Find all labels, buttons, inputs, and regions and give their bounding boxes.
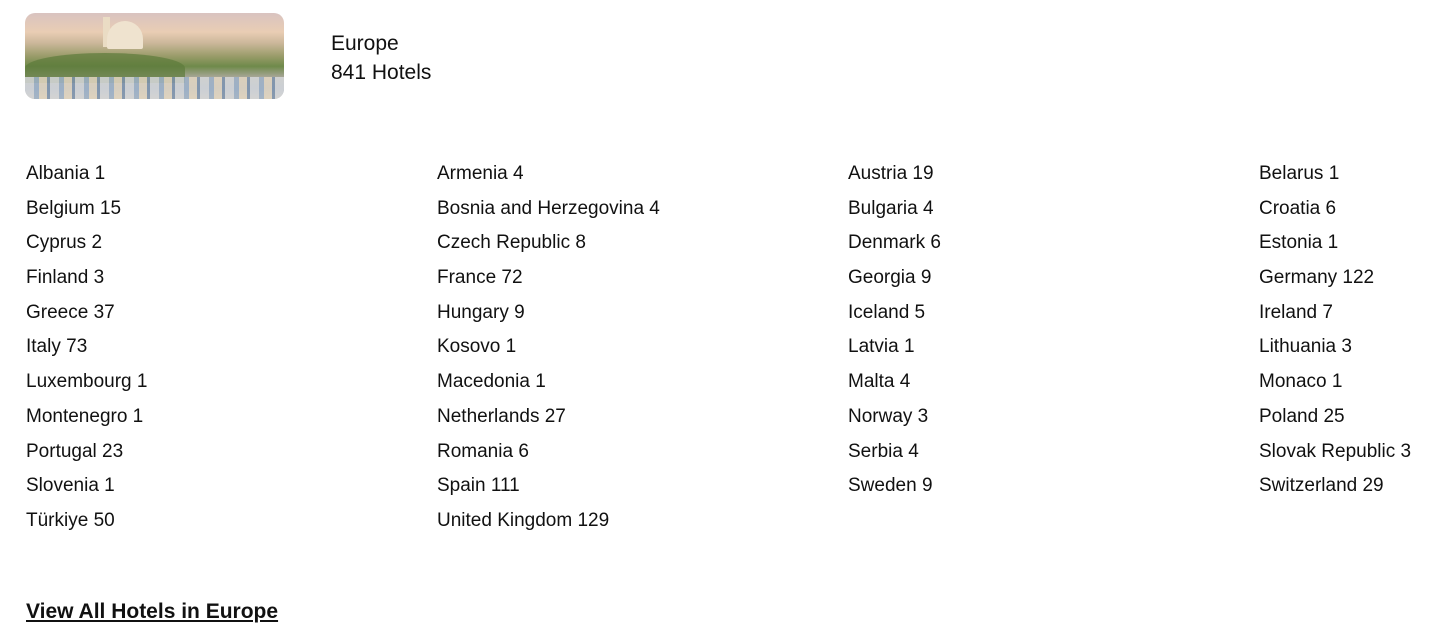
hotel-count: 841 Hotels — [331, 61, 432, 84]
country-link[interactable]: Bulgaria 4 — [848, 197, 934, 219]
region-name: Europe — [331, 32, 399, 55]
country-link[interactable]: Armenia 4 — [437, 163, 524, 184]
country-link[interactable]: Latvia 1 — [848, 336, 915, 358]
country-link[interactable]: Denmark 6 — [848, 232, 941, 254]
country-link[interactable]: Serbia 4 — [848, 440, 919, 462]
country-link[interactable]: Croatia 6 — [1259, 197, 1337, 219]
country-link[interactable]: Spain 111 — [437, 475, 520, 497]
region-header: Europe 841 Hotels — [331, 29, 431, 87]
country-link[interactable]: Austria 19 — [848, 163, 934, 184]
country-link[interactable]: France 72 — [437, 267, 523, 289]
image-city — [25, 77, 284, 99]
country-link[interactable]: Greece 37 — [26, 301, 115, 323]
view-all-hotels-link[interactable]: View All Hotels in Europe — [26, 600, 279, 623]
country-link[interactable]: Norway 3 — [848, 405, 929, 427]
country-link[interactable]: Romania 6 — [437, 440, 529, 462]
country-link[interactable]: Italy 73 — [26, 336, 88, 358]
region-image — [25, 13, 284, 99]
country-link[interactable]: United Kingdom 129 — [437, 509, 610, 531]
country-link[interactable]: Hungary 9 — [437, 301, 525, 323]
country-link[interactable]: Estonia 1 — [1259, 232, 1339, 254]
country-link[interactable]: Kosovo 1 — [437, 336, 517, 358]
country-link[interactable]: Netherlands 27 — [437, 405, 566, 427]
country-link[interactable]: Montenegro 1 — [26, 405, 144, 427]
country-list: Albania 1 Armenia 4 Austria 19 Belarus 1 Bel… — [26, 157, 1439, 539]
country-link[interactable]: Poland 25 — [1259, 405, 1345, 427]
country-link[interactable]: Albania 1 — [26, 163, 106, 184]
country-link[interactable]: Türkiye 50 — [26, 509, 115, 531]
country-link[interactable]: Sweden 9 — [848, 475, 933, 497]
image-tower — [103, 17, 110, 47]
country-link[interactable]: Macedonia 1 — [437, 371, 546, 393]
image-dome — [107, 21, 143, 49]
country-link[interactable]: Iceland 5 — [848, 301, 926, 323]
country-link[interactable]: Finland 3 — [26, 267, 105, 289]
country-link[interactable]: Luxembourg 1 — [26, 371, 148, 393]
country-link[interactable]: Bosnia and Herzegovina 4 — [437, 197, 660, 219]
country-link[interactable]: Czech Republic 8 — [437, 232, 586, 254]
country-link[interactable]: Germany 122 — [1259, 267, 1375, 289]
country-link[interactable]: Monaco 1 — [1259, 371, 1343, 393]
country-link[interactable]: Belgium 15 — [26, 197, 122, 219]
country-link[interactable]: Georgia 9 — [848, 267, 932, 289]
country-link[interactable]: Ireland 7 — [1259, 301, 1333, 323]
country-link[interactable]: Switzerland 29 — [1259, 475, 1384, 497]
country-link[interactable]: Cyprus 2 — [26, 232, 103, 254]
country-link[interactable]: Slovak Republic 3 — [1259, 440, 1412, 462]
country-link[interactable]: Lithuania 3 — [1259, 336, 1352, 358]
country-link[interactable]: Malta 4 — [848, 371, 911, 393]
country-link[interactable]: Portugal 23 — [26, 440, 124, 462]
country-link[interactable]: Belarus 1 — [1259, 163, 1340, 184]
country-link[interactable]: Slovenia 1 — [26, 475, 115, 497]
